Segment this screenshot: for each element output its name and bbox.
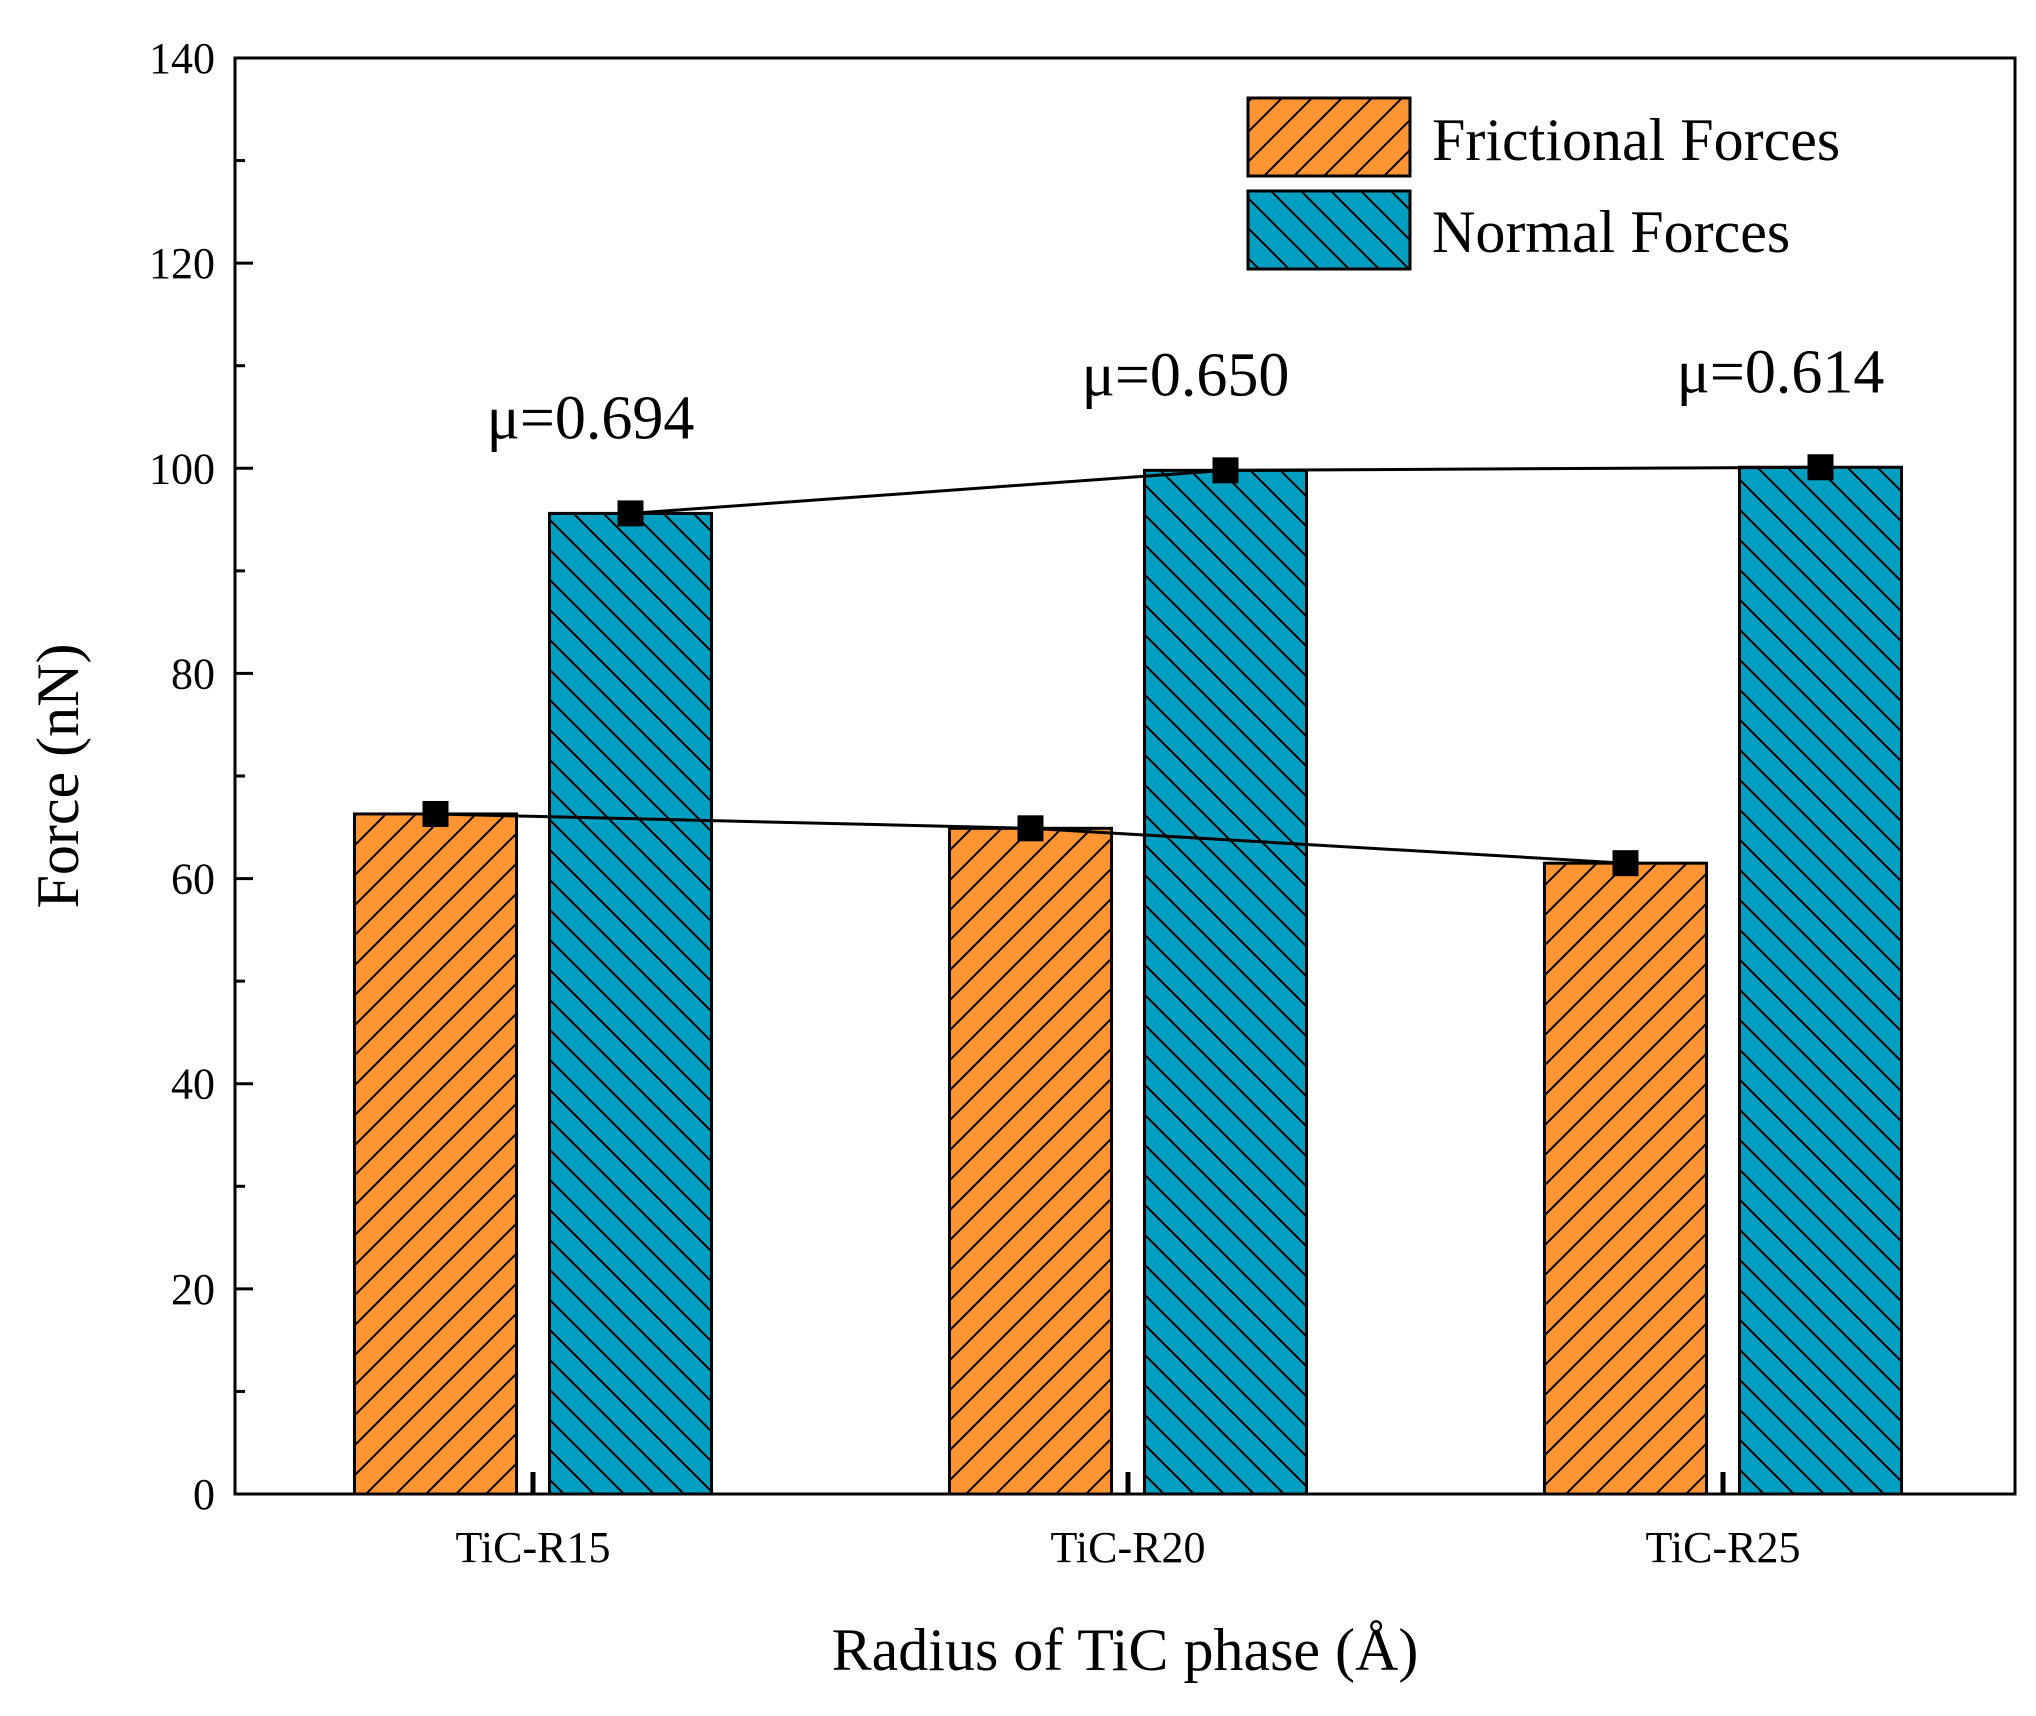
y-tick-labels: 0 20 40 60 80 100 120 140: [149, 34, 215, 1519]
bar-frictional: [948, 826, 1113, 1496]
legend-label-frictional: Frictional Forces: [1432, 107, 1840, 173]
line-marker: [1612, 850, 1639, 877]
x-tick-label: TiC-R15: [456, 1523, 611, 1572]
friction-coefficient-label: μ=0.650: [1082, 341, 1290, 409]
y-tick-label: 100: [149, 444, 215, 493]
y-tick-label: 20: [171, 1265, 215, 1314]
y-tick-label: 40: [171, 1060, 215, 1109]
y-axis-title: Force (nN): [25, 644, 91, 909]
x-ticks: [530, 1472, 1726, 1494]
y-ticks: [235, 56, 253, 1496]
bar-normal: [1143, 468, 1308, 1496]
bar-frictional: [1543, 861, 1708, 1496]
bars: [353, 465, 1903, 1496]
legend: Frictional Forces Normal Forces: [1246, 96, 1840, 271]
friction-coefficient-label: μ=0.614: [1677, 338, 1885, 406]
y-tick-label: 0: [193, 1470, 215, 1519]
legend-swatch-frictional: [1246, 96, 1412, 178]
legend-label-normal: Normal Forces: [1432, 199, 1790, 265]
plot-frame: [233, 56, 2017, 1496]
friction-coefficient-label: μ=0.694: [487, 384, 695, 452]
y-tick-label: 140: [149, 34, 215, 83]
bar-frictional: [353, 812, 518, 1496]
legend-swatch-normal: [1246, 189, 1412, 271]
mu-annotations: μ=0.694 μ=0.650 μ=0.614: [487, 338, 1885, 452]
x-tick-label: TiC-R20: [1051, 1523, 1206, 1572]
line-marker: [1017, 815, 1044, 842]
y-tick-label: 60: [171, 855, 215, 904]
series-lines: [422, 454, 1834, 877]
x-axis-title: Radius of TiC phase (Å): [832, 1617, 1419, 1683]
line-marker: [617, 500, 644, 527]
y-tick-label: 80: [171, 649, 215, 698]
line-marker: [1212, 457, 1239, 484]
x-tick-labels: TiC-R15 TiC-R20 TiC-R25: [456, 1523, 1801, 1572]
bar-normal: [1738, 465, 1903, 1496]
y-tick-label: 120: [149, 239, 215, 288]
x-tick-label: TiC-R25: [1646, 1523, 1801, 1572]
bar-normal: [548, 511, 713, 1496]
line-marker: [1807, 454, 1834, 481]
line-marker: [422, 800, 449, 827]
